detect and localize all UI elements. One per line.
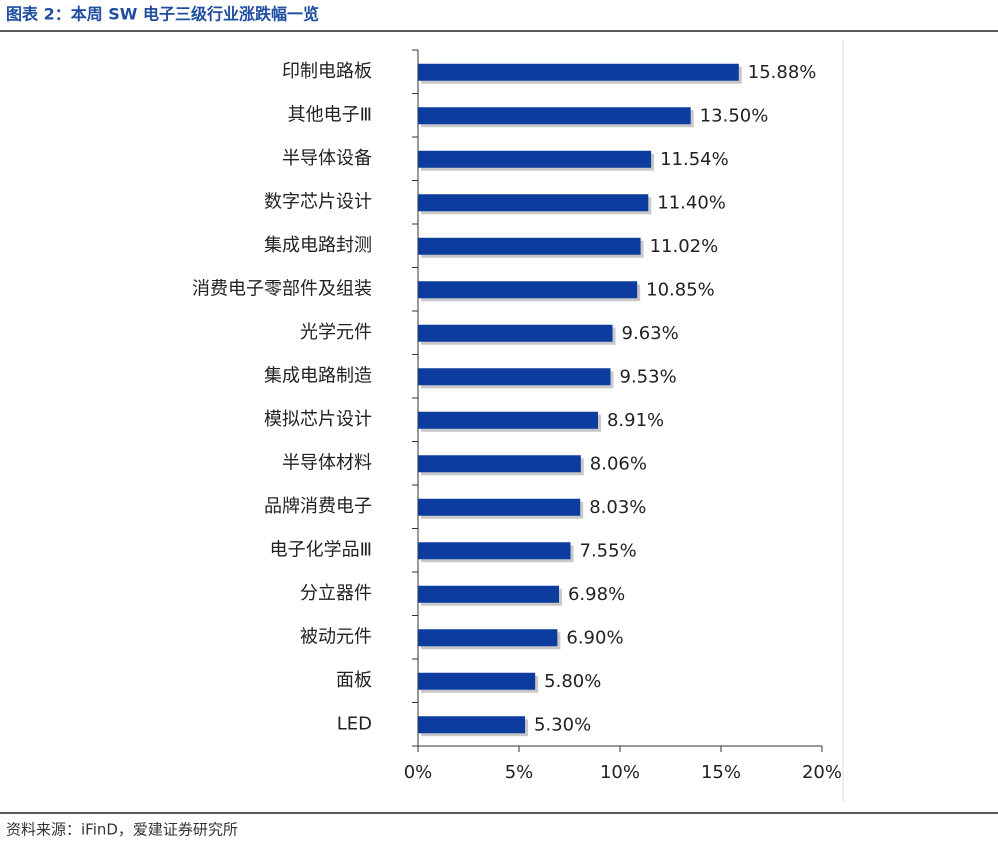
value-label: 15.88% xyxy=(748,62,817,83)
value-label: 10.85% xyxy=(646,279,715,300)
y-tick-label: 其他电子Ⅲ xyxy=(288,104,372,125)
value-label: 6.90% xyxy=(566,627,623,648)
bar xyxy=(418,716,526,734)
y-tick-label: 被动元件 xyxy=(300,626,372,647)
y-tick-label: 消费电子零部件及组装 xyxy=(192,278,372,299)
bar xyxy=(418,368,611,386)
y-tick-label: 分立器件 xyxy=(300,583,372,604)
value-label: 5.80% xyxy=(544,671,601,692)
bar xyxy=(418,324,613,342)
value-label: 8.91% xyxy=(607,410,664,431)
y-tick-label: 电子化学品Ⅲ xyxy=(270,539,372,560)
y-tick-label: 数字芯片设计 xyxy=(264,191,372,212)
bar xyxy=(418,411,598,429)
value-label: 11.40% xyxy=(657,192,726,213)
y-tick-label: 集成电路封测 xyxy=(264,235,372,256)
y-tick-label: LED xyxy=(337,713,372,734)
y-tick-label: 半导体设备 xyxy=(282,148,372,169)
value-label: 9.63% xyxy=(622,323,679,344)
bar xyxy=(418,585,559,603)
value-label: 7.55% xyxy=(580,540,637,561)
y-tick-label: 面板 xyxy=(336,670,372,691)
x-tick-label: 15% xyxy=(701,762,741,783)
y-tick-label: 品牌消费电子 xyxy=(264,496,372,517)
bar xyxy=(418,150,652,168)
value-label: 13.50% xyxy=(700,105,769,126)
bar xyxy=(418,629,558,647)
bar xyxy=(418,63,739,81)
y-tick-label: 模拟芯片设计 xyxy=(264,409,372,430)
y-tick-label: 光学元件 xyxy=(300,322,372,343)
bar xyxy=(418,237,641,255)
value-label: 11.54% xyxy=(660,149,729,170)
value-label: 8.06% xyxy=(590,453,647,474)
x-tick-label: 20% xyxy=(802,762,842,783)
y-tick-label: 印制电路板 xyxy=(282,61,372,82)
value-label: 8.03% xyxy=(589,497,646,518)
bar xyxy=(418,194,649,212)
bar xyxy=(418,498,581,516)
value-label: 9.53% xyxy=(620,366,677,387)
x-tick-label: 0% xyxy=(404,762,433,783)
value-label: 6.98% xyxy=(568,584,625,605)
bar xyxy=(418,455,581,473)
bar xyxy=(418,107,691,125)
y-tick-label: 半导体材料 xyxy=(282,452,372,473)
chart-title: 图表 2：本周 SW 电子三级行业涨跌幅一览 xyxy=(6,5,319,24)
value-label: 5.30% xyxy=(534,714,591,735)
source-note: 资料来源：iFinD，爱建证券研究所 xyxy=(6,821,238,839)
y-tick-label: 集成电路制造 xyxy=(264,365,372,386)
x-tick-label: 5% xyxy=(505,762,534,783)
bar xyxy=(418,672,536,690)
bar xyxy=(418,542,571,560)
value-label: 11.02% xyxy=(650,236,719,257)
x-tick-label: 10% xyxy=(600,762,640,783)
bar xyxy=(418,281,638,299)
